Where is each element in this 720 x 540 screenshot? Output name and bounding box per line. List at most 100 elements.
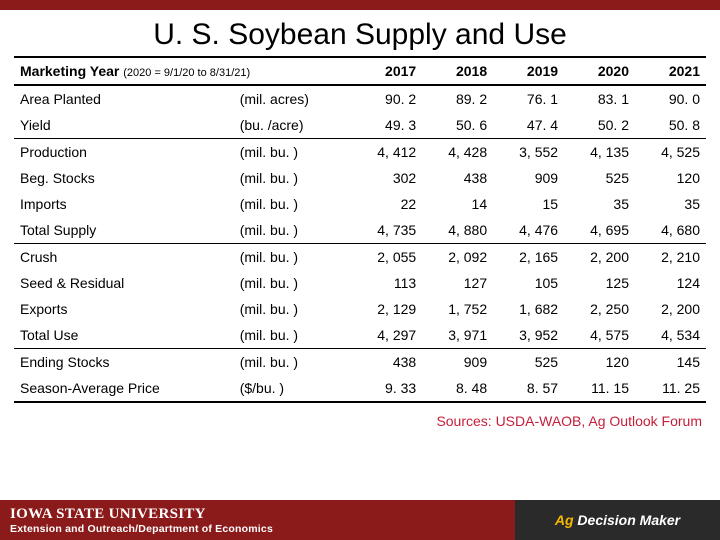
cell-value: 8. 48 — [422, 375, 493, 402]
page-title: U. S. Soybean Supply and Use — [0, 10, 720, 56]
cell-value: 4, 880 — [422, 217, 493, 244]
cell-value: 2, 129 — [351, 296, 422, 322]
cell-value: 4, 428 — [422, 139, 493, 166]
cell-value: 50. 6 — [422, 112, 493, 139]
year-header: 2019 — [493, 57, 564, 85]
supply-use-table: Marketing Year (2020 = 9/1/20 to 8/31/21… — [14, 56, 706, 403]
cell-value: 145 — [635, 349, 706, 376]
cell-value: 1, 752 — [422, 296, 493, 322]
cell-value: 4, 412 — [351, 139, 422, 166]
table-row: Season-Average Price($/bu. )9. 338. 488.… — [14, 375, 706, 402]
row-label: Exports — [14, 296, 234, 322]
row-unit: ($/bu. ) — [234, 375, 352, 402]
marketing-year-sub: (2020 = 9/1/20 to 8/31/21) — [123, 67, 250, 79]
decision-maker-text: Decision Maker — [577, 512, 680, 528]
cell-value: 438 — [422, 165, 493, 191]
table-header-row: Marketing Year (2020 = 9/1/20 to 8/31/21… — [14, 57, 706, 85]
year-header: 2020 — [564, 57, 635, 85]
cell-value: 909 — [493, 165, 564, 191]
footer-bar: IOWA STATE UNIVERSITY Extension and Outr… — [0, 500, 720, 540]
table-body: Area Planted(mil. acres)90. 289. 276. 18… — [14, 85, 706, 402]
cell-value: 4, 575 — [564, 322, 635, 349]
cell-value: 2, 200 — [564, 244, 635, 271]
row-label: Total Supply — [14, 217, 234, 244]
row-unit: (mil. bu. ) — [234, 139, 352, 166]
cell-value: 2, 055 — [351, 244, 422, 271]
cell-value: 4, 534 — [635, 322, 706, 349]
row-label: Seed & Residual — [14, 270, 234, 296]
year-header: 2021 — [635, 57, 706, 85]
row-unit: (mil. bu. ) — [234, 165, 352, 191]
cell-value: 3, 971 — [422, 322, 493, 349]
ag-text: Ag — [555, 512, 574, 528]
cell-value: 105 — [493, 270, 564, 296]
row-label: Total Use — [14, 322, 234, 349]
cell-value: 302 — [351, 165, 422, 191]
cell-value: 4, 297 — [351, 322, 422, 349]
table-row: Yield(bu. /acre)49. 350. 647. 450. 250. … — [14, 112, 706, 139]
department-label: Extension and Outreach/Department of Eco… — [10, 523, 515, 535]
cell-value: 90. 0 — [635, 85, 706, 112]
cell-value: 14 — [422, 191, 493, 217]
marketing-year-header: Marketing Year (2020 = 9/1/20 to 8/31/21… — [14, 57, 351, 85]
table-container: Marketing Year (2020 = 9/1/20 to 8/31/21… — [0, 56, 720, 403]
cell-value: 8. 57 — [493, 375, 564, 402]
cell-value: 2, 200 — [635, 296, 706, 322]
cell-value: 127 — [422, 270, 493, 296]
row-unit: (mil. bu. ) — [234, 322, 352, 349]
cell-value: 35 — [635, 191, 706, 217]
cell-value: 22 — [351, 191, 422, 217]
cell-value: 2, 210 — [635, 244, 706, 271]
cell-value: 124 — [635, 270, 706, 296]
cell-value: 4, 476 — [493, 217, 564, 244]
year-header: 2017 — [351, 57, 422, 85]
row-label: Crush — [14, 244, 234, 271]
university-brand: IOWA STATE UNIVERSITY — [10, 506, 515, 523]
row-unit: (mil. bu. ) — [234, 349, 352, 376]
table-row: Seed & Residual(mil. bu. )11312710512512… — [14, 270, 706, 296]
row-unit: (mil. bu. ) — [234, 270, 352, 296]
row-label: Production — [14, 139, 234, 166]
marketing-year-label: Marketing Year — [20, 63, 119, 79]
cell-value: 909 — [422, 349, 493, 376]
cell-value: 2, 250 — [564, 296, 635, 322]
row-label: Beg. Stocks — [14, 165, 234, 191]
cell-value: 89. 2 — [422, 85, 493, 112]
table-row: Imports(mil. bu. )2214153535 — [14, 191, 706, 217]
row-unit: (mil. bu. ) — [234, 296, 352, 322]
sources-text: Sources: USDA-WAOB, Ag Outlook Forum — [0, 403, 720, 433]
cell-value: 4, 135 — [564, 139, 635, 166]
cell-value: 2, 092 — [422, 244, 493, 271]
row-unit: (mil. bu. ) — [234, 244, 352, 271]
footer-left: IOWA STATE UNIVERSITY Extension and Outr… — [0, 500, 515, 540]
cell-value: 49. 3 — [351, 112, 422, 139]
cell-value: 76. 1 — [493, 85, 564, 112]
cell-value: 4, 735 — [351, 217, 422, 244]
cell-value: 15 — [493, 191, 564, 217]
table-row: Exports(mil. bu. )2, 1291, 7521, 6822, 2… — [14, 296, 706, 322]
row-label: Ending Stocks — [14, 349, 234, 376]
cell-value: 525 — [564, 165, 635, 191]
cell-value: 1, 682 — [493, 296, 564, 322]
cell-value: 50. 2 — [564, 112, 635, 139]
table-row: Area Planted(mil. acres)90. 289. 276. 18… — [14, 85, 706, 112]
row-unit: (mil. acres) — [234, 85, 352, 112]
cell-value: 83. 1 — [564, 85, 635, 112]
footer-right: Ag Decision Maker — [515, 500, 720, 540]
table-row: Production(mil. bu. )4, 4124, 4283, 5524… — [14, 139, 706, 166]
row-label: Season-Average Price — [14, 375, 234, 402]
cell-value: 4, 680 — [635, 217, 706, 244]
row-unit: (bu. /acre) — [234, 112, 352, 139]
cell-value: 9. 33 — [351, 375, 422, 402]
cell-value: 2, 165 — [493, 244, 564, 271]
row-label: Imports — [14, 191, 234, 217]
table-row: Beg. Stocks(mil. bu. )302438909525120 — [14, 165, 706, 191]
cell-value: 35 — [564, 191, 635, 217]
row-label: Yield — [14, 112, 234, 139]
cell-value: 125 — [564, 270, 635, 296]
cell-value: 113 — [351, 270, 422, 296]
cell-value: 438 — [351, 349, 422, 376]
table-row: Crush(mil. bu. )2, 0552, 0922, 1652, 200… — [14, 244, 706, 271]
cell-value: 4, 525 — [635, 139, 706, 166]
cell-value: 3, 952 — [493, 322, 564, 349]
